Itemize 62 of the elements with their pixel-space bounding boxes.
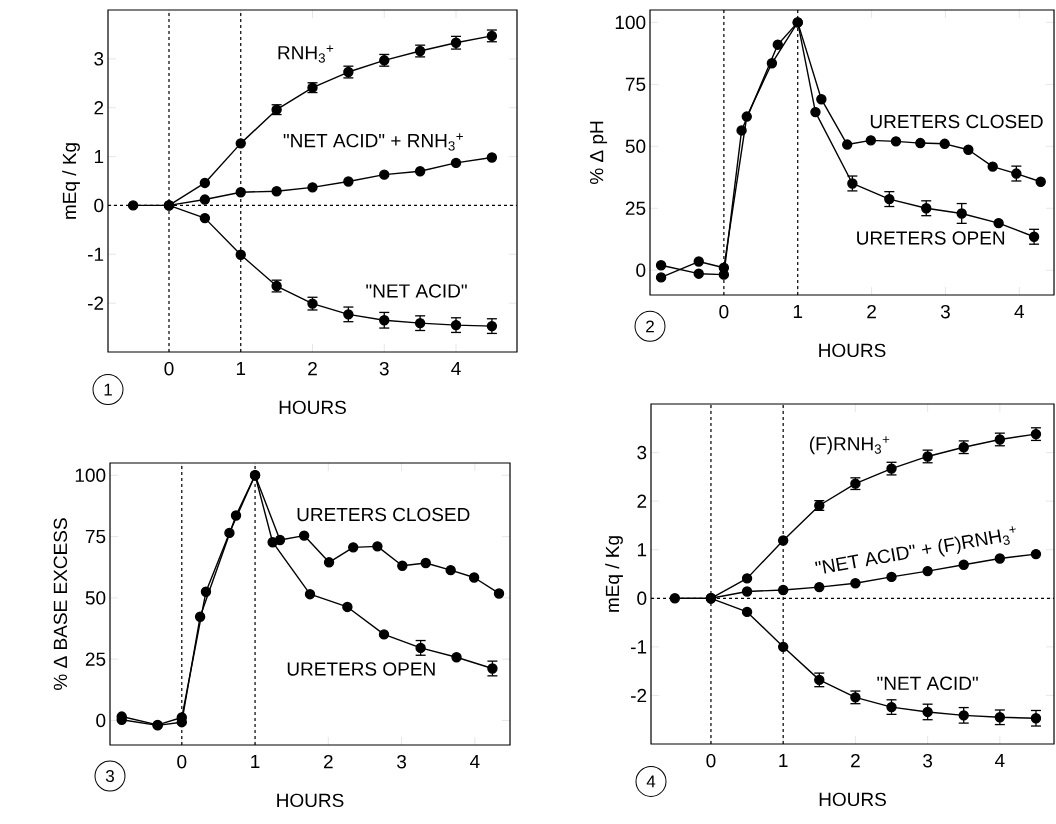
- series-label: "NET ACID": [877, 676, 978, 691]
- y-tick-label: 2: [637, 494, 647, 508]
- y-tick-label: 100: [75, 468, 106, 482]
- series-label: URETERS OPEN: [857, 231, 1005, 245]
- x-tick-label: 1: [793, 304, 803, 318]
- x-tick-label: 0: [177, 754, 187, 769]
- x-tick-label: 2: [324, 754, 333, 769]
- series-label: RNH$_{3}$+: [278, 45, 334, 63]
- x-axis-title: HOURS: [279, 400, 346, 415]
- x-tick-label: 2: [867, 304, 876, 319]
- y-axis-title: mEq / Kg: [62, 143, 80, 219]
- series-label: URETERS CLOSED: [297, 507, 470, 522]
- y-tick-label: 0: [636, 263, 646, 277]
- y-tick-label: 1: [637, 543, 647, 557]
- y-tick-label: 25: [85, 652, 106, 666]
- x-axis-title: HOURS: [819, 343, 886, 358]
- x-tick-label: 1: [251, 754, 260, 768]
- x-tick-label: 1: [236, 361, 246, 375]
- y-tick-label: 25: [625, 201, 646, 215]
- x-tick-label: 4: [451, 361, 461, 375]
- y-tick-label: 3: [94, 52, 104, 66]
- y-tick-label: 2: [94, 101, 104, 115]
- x-tick-label: 0: [719, 304, 729, 319]
- y-tick-label: 0: [637, 591, 647, 606]
- x-tick-label: 0: [164, 361, 174, 376]
- y-tick-label: 100: [615, 15, 646, 30]
- series-label: "NET ACID" + RNH$_{3}$+: [283, 133, 463, 151]
- x-axis-title: HOURS: [277, 793, 344, 808]
- y-axis-title: % Δ BASE EXCESS: [53, 518, 68, 690]
- y-tick-label: -1: [631, 640, 647, 654]
- series-label: (F)RNH$_{3}$+: [809, 436, 890, 455]
- x-tick-label: 3: [379, 361, 389, 376]
- y-axis-title: mEq / Kg: [605, 536, 623, 612]
- y-tick-label: 0: [96, 713, 106, 728]
- series-label: URETERS OPEN: [287, 662, 435, 676]
- x-tick-label: 4: [1014, 304, 1025, 318]
- y-tick-label: 50: [625, 139, 646, 154]
- y-axis-title: % Δ pH: [589, 121, 608, 185]
- x-tick-label: 4: [470, 754, 480, 768]
- text: "NET ACID" + (F)RNH$_{3}$+: [815, 526, 1016, 574]
- x-tick-label: 3: [940, 304, 950, 319]
- x-tick-label: 0: [706, 753, 716, 768]
- x-tick-label: 3: [923, 753, 933, 768]
- series-label: URETERS CLOSED: [870, 114, 1043, 129]
- x-tick-label: 2: [851, 753, 860, 768]
- y-tick-label: 50: [85, 591, 106, 605]
- y-tick-label: 75: [85, 529, 106, 544]
- series-label: "NET ACID": [366, 284, 467, 298]
- y-tick-label: 75: [625, 77, 646, 91]
- y-tick-label: -2: [88, 296, 104, 310]
- x-tick-label: 4: [995, 753, 1005, 767]
- y-tick-label: 1: [94, 150, 104, 164]
- y-tick-label: 3: [637, 445, 647, 460]
- text: 3: [105, 770, 114, 783]
- y-tick-label: -2: [631, 688, 647, 703]
- x-axis-title: HOURS: [819, 792, 886, 807]
- y-tick-label: 0: [94, 198, 104, 213]
- text: 4: [646, 775, 656, 788]
- x-tick-label: 3: [397, 754, 407, 769]
- x-tick-label: 1: [779, 753, 788, 767]
- y-tick-label: -1: [88, 247, 104, 261]
- x-tick-label: 2: [308, 361, 317, 376]
